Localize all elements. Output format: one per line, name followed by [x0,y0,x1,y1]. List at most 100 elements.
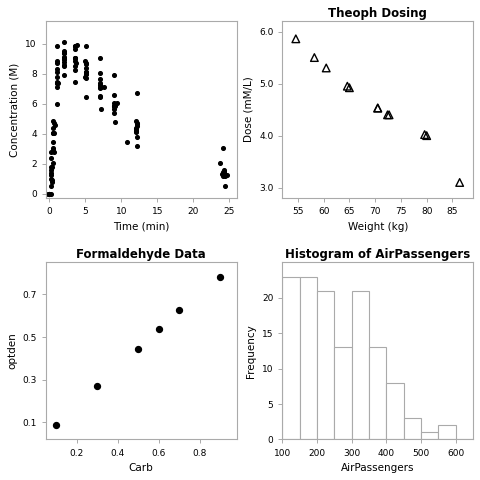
Point [82,57,89,64]
Point [73,41,81,49]
Point [60,49,68,57]
Point [110,106,118,113]
Point [110,103,118,110]
Point [49,144,57,152]
Point [49,117,57,125]
X-axis label: Weight (kg): Weight (kg) [348,222,408,232]
Point [82,42,89,50]
Point [219,172,227,180]
Point [48,163,55,171]
Point [221,182,228,190]
Point [111,103,119,110]
Point [49,146,57,154]
Point [48,171,55,179]
Point [49,130,57,137]
Point [96,84,104,91]
Point [110,109,118,117]
Point [48,190,55,197]
Point [113,99,121,107]
Point [71,78,79,85]
Point [423,132,431,140]
Point [132,119,140,127]
Y-axis label: Dose (mM/L): Dose (mM/L) [243,77,253,143]
Point [48,148,55,156]
Point [132,133,140,141]
Point [110,91,118,98]
Point [52,421,60,429]
Point [216,273,224,281]
Point [132,122,140,130]
Point [71,54,79,62]
Point [46,190,53,197]
Point [111,118,119,126]
Point [53,84,60,91]
Point [71,45,78,53]
Y-axis label: Concentration (M): Concentration (M) [10,62,20,157]
Point [60,49,68,57]
Point [71,42,79,50]
Point [421,131,429,138]
Point [60,58,68,65]
Point [50,119,58,127]
Point [48,182,55,190]
Point [82,60,90,68]
Title: Theoph Dosing: Theoph Dosing [328,7,427,20]
Point [60,72,68,79]
Point [132,127,140,135]
X-axis label: Time (min): Time (min) [113,222,169,232]
Point [155,325,162,333]
Point [219,168,227,175]
Point [71,54,79,61]
Point [132,129,140,136]
Point [96,54,104,62]
Bar [438,425,456,440]
Point [82,70,90,77]
Point [220,168,228,176]
Point [46,190,53,197]
Point [46,190,53,197]
Bar [300,276,317,440]
Point [82,68,89,76]
Point [48,176,56,184]
Point [132,125,140,133]
Title: Formaldehyde Data: Formaldehyde Data [76,248,206,261]
Point [223,171,231,179]
Point [96,84,104,92]
Point [132,120,140,128]
Point [134,345,142,352]
Point [50,148,58,156]
Point [49,124,57,132]
Point [221,172,228,180]
Point [323,64,330,72]
Bar [317,291,335,440]
Point [49,159,57,167]
Point [72,59,79,67]
Point [48,175,55,182]
Y-axis label: Frequency: Frequency [246,324,256,378]
Point [133,89,141,96]
Point [46,190,53,197]
Point [53,58,60,65]
Point [60,53,68,60]
Point [219,144,227,151]
Point [110,102,118,110]
Point [53,59,60,67]
Point [220,167,228,174]
Point [48,166,55,174]
Point [53,79,61,86]
Y-axis label: optden: optden [7,333,17,370]
Point [71,42,79,50]
Point [133,143,141,150]
Point [48,163,56,171]
Point [60,61,68,69]
Point [49,129,57,136]
Point [132,117,140,124]
Point [51,121,59,129]
Point [123,138,131,146]
Point [216,159,224,167]
Point [54,79,61,87]
Point [110,99,118,107]
Point [50,129,58,136]
Point [96,79,104,87]
Point [53,101,60,108]
